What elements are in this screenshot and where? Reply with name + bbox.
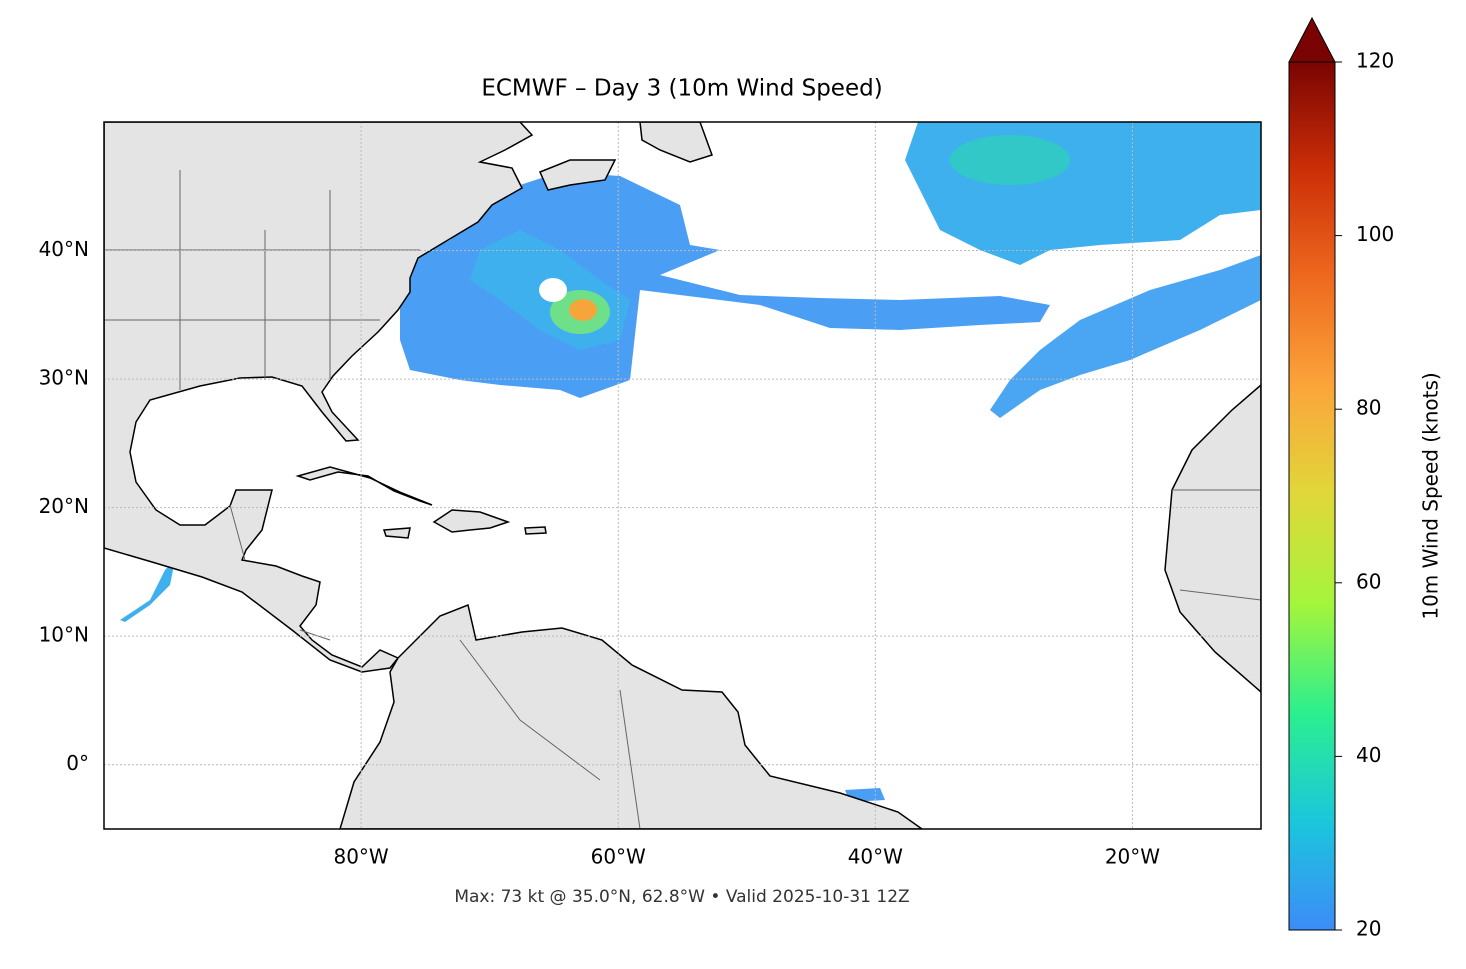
y-tick-label: 30°N xyxy=(39,366,89,390)
nova-scotia xyxy=(538,159,617,191)
x-tick-label: 40°W xyxy=(848,845,903,869)
colorbar xyxy=(1288,61,1336,931)
y-tick-label: 40°N xyxy=(39,237,89,261)
x-tick-label: 80°W xyxy=(333,845,388,869)
map-area xyxy=(104,122,1261,829)
africa xyxy=(1164,384,1261,693)
colorbar-tick-label: 40 xyxy=(1356,743,1381,767)
x-tick-label: 60°W xyxy=(591,845,646,869)
south-america xyxy=(339,603,924,829)
colorbar-tick-label: 120 xyxy=(1356,49,1394,73)
footer-note: Max: 73 kt @ 35.0°N, 62.8°W • Valid 2025… xyxy=(454,887,909,907)
colorbar-label: 10m Wind Speed (knots) xyxy=(1419,372,1443,619)
grid xyxy=(104,122,1261,829)
y-tick-label: 20°N xyxy=(39,494,89,518)
borders xyxy=(104,170,1261,829)
chart-title: ECMWF – Day 3 (10m Wind Speed) xyxy=(481,76,882,102)
colorbar-tick-label: 20 xyxy=(1356,917,1381,941)
colorbar-tick-label: 100 xyxy=(1356,222,1394,246)
y-tick-label: 10°N xyxy=(39,623,89,647)
colorbar-extend xyxy=(1288,16,1336,63)
colorbar-tick-label: 80 xyxy=(1356,396,1381,420)
x-tick-label: 20°W xyxy=(1105,845,1160,869)
land xyxy=(104,122,1261,829)
puerto-rico xyxy=(524,526,547,535)
newfoundland xyxy=(639,122,713,163)
north-america xyxy=(104,122,534,673)
jamaica xyxy=(382,527,411,539)
hispaniola xyxy=(432,509,511,533)
colorbar-tick-label: 60 xyxy=(1356,569,1381,593)
y-tick-label: 0° xyxy=(66,751,89,775)
cuba xyxy=(295,466,433,506)
map-frame xyxy=(103,121,1262,830)
